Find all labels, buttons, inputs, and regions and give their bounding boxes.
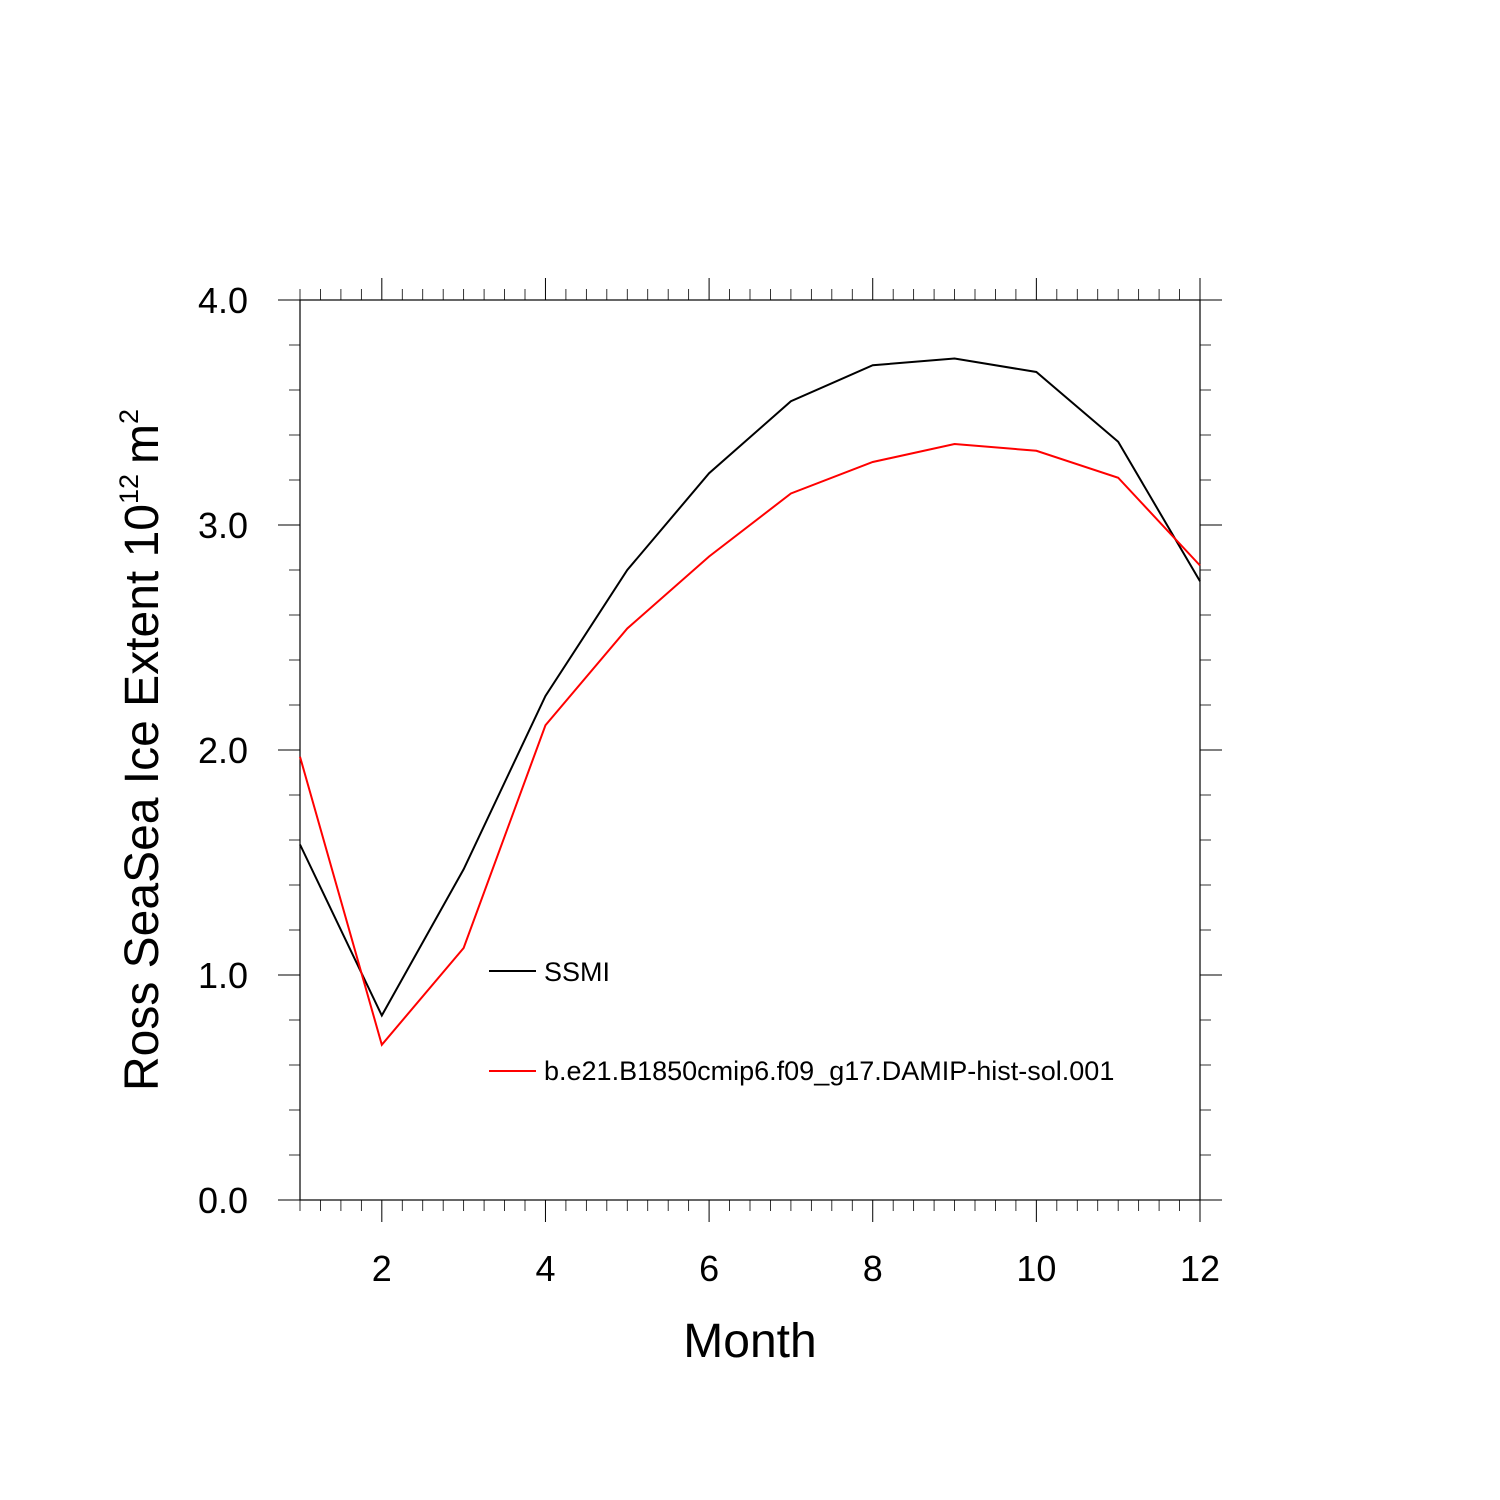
y-axis-title-main: Ross SeaSea Ice Extent 10 [116, 504, 169, 1091]
x-axis-title: Month [683, 1315, 816, 1368]
x-tick-label: 12 [1180, 1248, 1220, 1289]
series-lines [300, 359, 1200, 1045]
y-tick-label: 4.0 [198, 280, 248, 321]
series-line-model [300, 444, 1200, 1045]
x-tick-label: 4 [535, 1248, 555, 1289]
x-tick-label: 6 [699, 1248, 719, 1289]
y-axis-title-unit: m [116, 424, 169, 464]
x-tick-label: 2 [372, 1248, 392, 1289]
y-tick-label: 1.0 [198, 955, 248, 996]
y-axis-title-unit-exponent: 2 [114, 409, 144, 424]
series-line-ssmi [300, 359, 1200, 1016]
y-axis-title-exponent: 12 [114, 474, 144, 504]
axis-tick-labels: 2 4 6 8 10 12 0.0 1.0 2.0 3.0 4.0 [198, 280, 1220, 1289]
x-tick-label: 10 [1016, 1248, 1056, 1289]
legend-label-model: b.e21.B1850cmip6.f09_g17.DAMIP-hist-sol.… [544, 1056, 1114, 1086]
y-tick-label: 0.0 [198, 1180, 248, 1221]
y-tick-label: 3.0 [198, 505, 248, 546]
legend-label-ssmi: SSMI [544, 957, 610, 987]
y-tick-label: 2.0 [198, 730, 248, 771]
y-axis-title: Ross SeaSea Ice Extent 1012 m2 [114, 409, 169, 1091]
x-tick-label: 8 [863, 1248, 883, 1289]
legend: SSMI b.e21.B1850cmip6.f09_g17.DAMIP-hist… [489, 957, 1114, 1086]
